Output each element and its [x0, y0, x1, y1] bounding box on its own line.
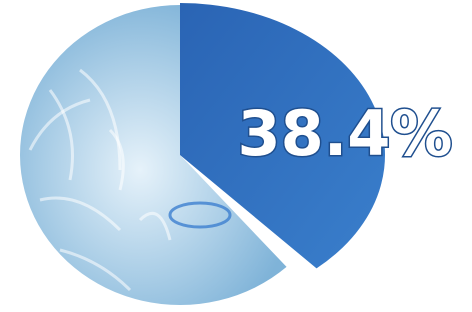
chart: 38.4% — [0, 0, 472, 312]
value-label: 38.4% — [237, 97, 452, 170]
